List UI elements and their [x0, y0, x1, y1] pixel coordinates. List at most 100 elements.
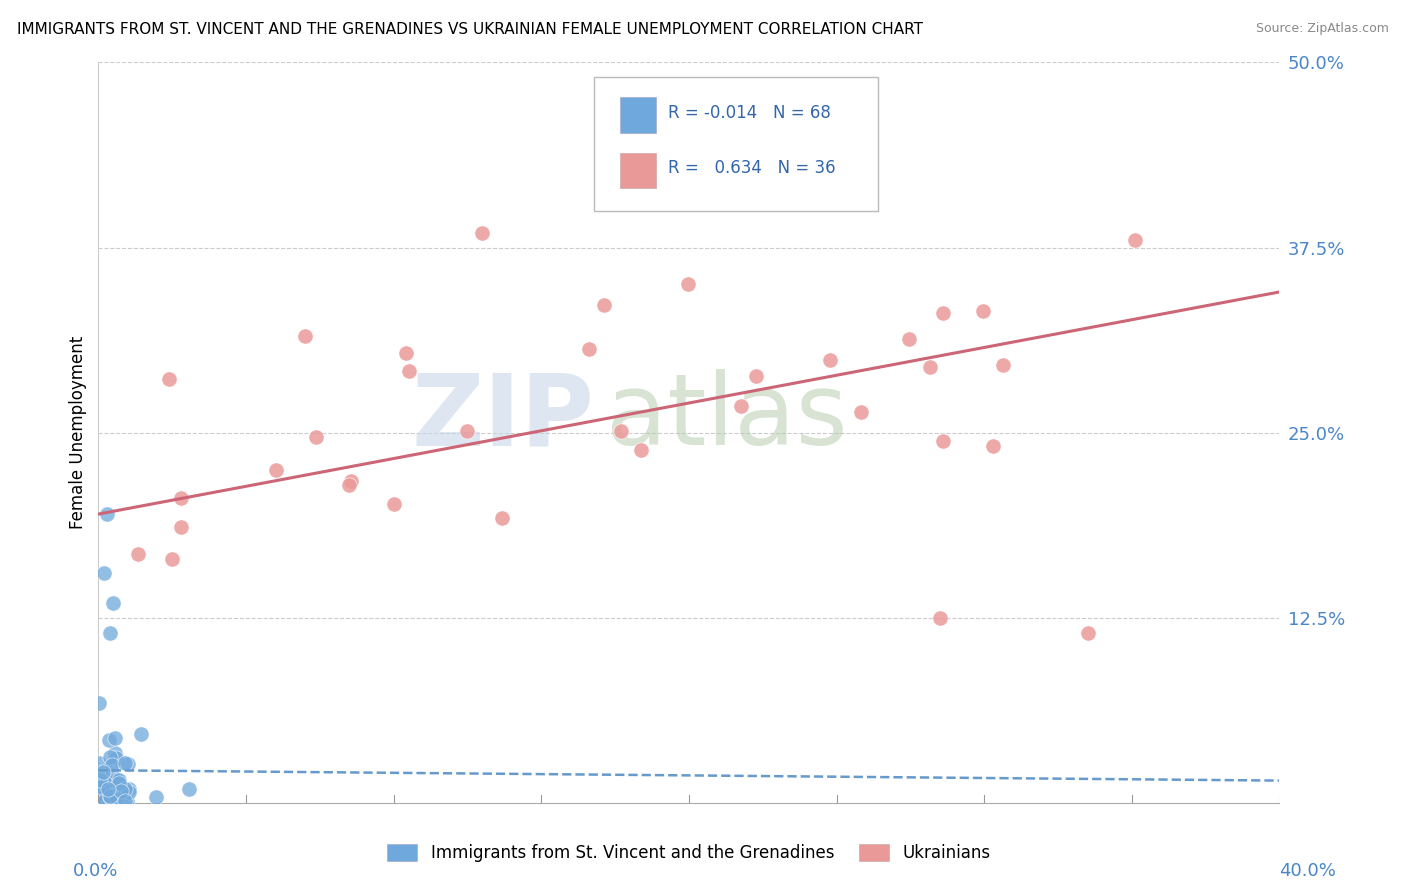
Point	[91, 780, 114, 795]
Point	[117, 756, 139, 771]
Point	[294, 329, 316, 343]
Point	[90, 786, 112, 800]
Point	[337, 477, 360, 491]
Text: R =   0.634   N = 36: R = 0.634 N = 36	[668, 159, 835, 177]
Point	[101, 758, 124, 772]
Point	[114, 756, 136, 770]
Point	[1077, 625, 1099, 640]
Point	[87, 789, 110, 803]
Point	[105, 772, 128, 787]
Point	[94, 790, 117, 805]
Point	[129, 727, 152, 741]
Point	[98, 625, 121, 640]
Y-axis label: Female Unemployment: Female Unemployment	[69, 336, 87, 529]
Point	[929, 610, 952, 624]
Point	[87, 697, 110, 711]
Point	[932, 434, 955, 448]
Point	[897, 332, 920, 346]
Point	[100, 768, 122, 782]
Point	[849, 405, 872, 419]
Point	[103, 792, 125, 806]
Point	[818, 352, 841, 367]
Point	[593, 298, 616, 312]
Point	[98, 789, 121, 804]
Point	[104, 780, 127, 795]
Point	[114, 794, 136, 808]
Point	[98, 789, 121, 804]
Point	[115, 794, 138, 808]
Point	[98, 789, 121, 803]
Point	[264, 462, 287, 476]
Point	[91, 780, 114, 794]
Text: 40.0%: 40.0%	[1279, 862, 1336, 880]
Point	[89, 771, 111, 785]
Point	[94, 776, 117, 790]
Point	[98, 750, 121, 764]
Point	[94, 793, 117, 807]
Point	[981, 440, 1004, 454]
Point	[177, 782, 200, 797]
Point	[340, 474, 363, 488]
Point	[456, 424, 478, 438]
Point	[101, 783, 124, 797]
Point	[471, 226, 494, 240]
Point	[1125, 233, 1147, 247]
Point	[114, 782, 136, 797]
Point	[96, 507, 118, 521]
Point	[87, 756, 110, 771]
Point	[932, 306, 955, 320]
Point	[104, 791, 127, 805]
Point	[97, 782, 120, 797]
Point	[97, 792, 120, 806]
Point	[87, 789, 110, 803]
Text: R = -0.014   N = 68: R = -0.014 N = 68	[668, 103, 831, 122]
Point	[108, 776, 131, 790]
Point	[678, 277, 700, 292]
Point	[91, 789, 114, 804]
Point	[89, 786, 111, 800]
Point	[110, 791, 132, 805]
Point	[107, 773, 129, 788]
Point	[972, 303, 994, 318]
Point	[87, 779, 110, 793]
Point	[145, 789, 167, 804]
Point	[104, 794, 127, 808]
Point	[103, 731, 125, 745]
Point	[630, 443, 652, 458]
Point	[993, 358, 1015, 372]
Point	[93, 566, 115, 581]
Point	[90, 780, 112, 794]
Text: atlas: atlas	[606, 369, 848, 467]
Point	[91, 793, 114, 807]
Point	[90, 782, 112, 797]
Point	[87, 786, 110, 800]
Point	[730, 399, 752, 413]
Point	[491, 511, 513, 525]
Point	[89, 772, 111, 787]
FancyBboxPatch shape	[595, 78, 877, 211]
Text: ZIP: ZIP	[412, 369, 595, 467]
Text: Source: ZipAtlas.com: Source: ZipAtlas.com	[1256, 22, 1389, 36]
Point	[98, 794, 121, 808]
Point	[96, 788, 118, 802]
Bar	[620, 153, 655, 188]
Point	[105, 792, 128, 806]
Point	[100, 794, 122, 808]
Point	[918, 359, 941, 374]
Point	[118, 782, 141, 797]
Point	[107, 794, 129, 808]
Point	[127, 547, 149, 561]
Point	[169, 520, 191, 534]
Point	[745, 368, 768, 383]
Point	[91, 764, 114, 779]
Text: 0.0%: 0.0%	[73, 862, 118, 880]
Point	[89, 792, 111, 806]
Point	[648, 145, 671, 159]
Point	[97, 733, 120, 747]
Point	[160, 552, 183, 566]
Point	[93, 790, 115, 805]
Point	[382, 497, 405, 511]
Point	[157, 372, 180, 386]
Bar	[620, 97, 655, 133]
Point	[104, 751, 127, 765]
